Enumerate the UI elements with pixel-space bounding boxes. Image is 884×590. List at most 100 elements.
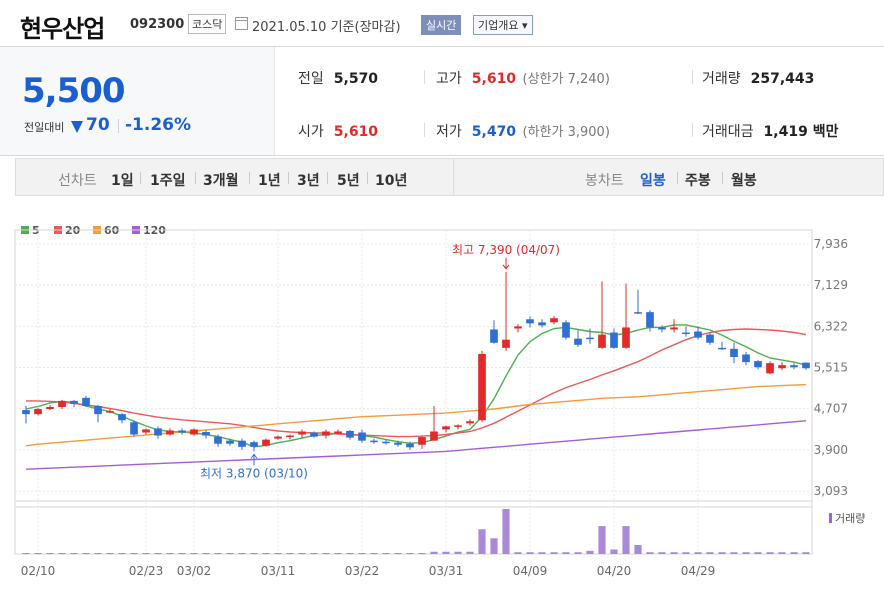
price-chart: 5 20 60 120 7,9367,1296,3225,5154,7073,9… bbox=[14, 224, 865, 578]
ma120-line bbox=[25, 420, 807, 470]
candle-body bbox=[22, 410, 30, 415]
candle-body bbox=[34, 409, 42, 415]
high-annotation: 최고 7,390 (04/07) bbox=[452, 243, 560, 270]
candle-body bbox=[790, 365, 798, 368]
realtime-button[interactable]: 실시간 bbox=[421, 15, 462, 35]
candle-body bbox=[322, 431, 330, 436]
y-tick-label: 5,515 bbox=[814, 360, 848, 374]
candle-body bbox=[718, 347, 726, 350]
volume-bar bbox=[538, 552, 546, 554]
volume-bar bbox=[358, 553, 366, 554]
volume-bar bbox=[670, 552, 678, 554]
volume-bar bbox=[262, 553, 270, 554]
y-tick-label: 3,093 bbox=[814, 484, 848, 498]
period-weekly[interactable]: 주봉 bbox=[685, 173, 711, 189]
candle-body bbox=[382, 441, 390, 444]
candle-body bbox=[502, 339, 510, 348]
candle-body bbox=[778, 365, 786, 369]
period-daily[interactable]: 일봉 bbox=[640, 173, 666, 189]
volume-bar bbox=[550, 552, 558, 554]
volume-bar bbox=[634, 545, 642, 554]
candle-body bbox=[82, 397, 90, 406]
volume-grid bbox=[14, 500, 813, 555]
y-tick-label: 7,936 bbox=[814, 237, 848, 251]
high-price: 고가 5,610 (상한가 7,240) bbox=[436, 71, 610, 87]
volume-bar bbox=[502, 509, 510, 554]
volume-bar bbox=[334, 553, 342, 554]
change-label: 전일대비 bbox=[24, 121, 65, 134]
volume-bar bbox=[454, 551, 462, 554]
volume-bar bbox=[46, 553, 54, 554]
period-1y[interactable]: 1년 bbox=[258, 173, 281, 189]
candle-body bbox=[130, 422, 138, 435]
period-monthly[interactable]: 월봉 bbox=[731, 173, 757, 189]
volume-bar bbox=[154, 553, 162, 554]
volume-bar bbox=[514, 552, 522, 554]
volume-bar bbox=[34, 553, 42, 554]
volume-bar bbox=[346, 553, 354, 554]
candle-body bbox=[514, 326, 522, 329]
divider bbox=[692, 70, 693, 84]
volume-bar bbox=[142, 553, 150, 554]
divider bbox=[424, 123, 425, 137]
quote-date: 2021.05.10 기준(장마감) bbox=[252, 20, 401, 35]
company-overview-button[interactable]: 기업개요 ▾ bbox=[473, 15, 533, 35]
candle-body bbox=[586, 337, 594, 340]
period-selector: 선차트 1일 1주일 3개월 1년 3년 5년 10년 봉차트 일봉 주봉 월봉 bbox=[15, 158, 884, 196]
candle-body bbox=[274, 436, 282, 439]
volume-bar bbox=[370, 553, 378, 554]
candle-body bbox=[190, 429, 198, 435]
period-10y[interactable]: 10년 bbox=[375, 173, 408, 189]
candle-body bbox=[430, 431, 438, 441]
candle-body bbox=[58, 400, 66, 408]
volume-legend: 거래량 bbox=[829, 512, 865, 525]
chevron-down-icon: ▾ bbox=[521, 19, 528, 32]
divider bbox=[249, 172, 250, 184]
volume-bar bbox=[94, 553, 102, 554]
period-1w[interactable]: 1주일 bbox=[150, 173, 186, 189]
period-3y[interactable]: 3년 bbox=[297, 173, 320, 189]
plot-frame bbox=[14, 229, 813, 508]
stock-code: 092300 bbox=[130, 17, 185, 32]
candle-body bbox=[754, 361, 762, 368]
volume-bar bbox=[790, 552, 798, 554]
open-price: 시가 5,610 bbox=[298, 124, 379, 140]
x-tick-label: 03/11 bbox=[261, 564, 296, 578]
candle-body bbox=[406, 443, 414, 448]
candle-body bbox=[466, 421, 474, 424]
volume-bar bbox=[58, 553, 66, 554]
divider bbox=[677, 172, 678, 184]
high-arrowhead-icon bbox=[502, 264, 510, 270]
ma5-line bbox=[25, 324, 807, 448]
candle-body bbox=[202, 431, 210, 436]
volume-bar bbox=[286, 553, 294, 554]
volume-bar bbox=[598, 526, 606, 554]
period-1d[interactable]: 1일 bbox=[111, 173, 134, 189]
x-tick-label: 04/29 bbox=[681, 564, 716, 578]
volume-bar bbox=[658, 552, 666, 554]
period-3m[interactable]: 3개월 bbox=[203, 173, 239, 189]
candle-body bbox=[178, 430, 186, 433]
candle-body bbox=[766, 363, 774, 374]
current-price: 5,500 bbox=[22, 71, 126, 111]
volume-bar bbox=[766, 552, 774, 554]
stock-header: 현우산업 092300 코스닥 2021.05.10 기준(장마감) 실시간 기… bbox=[0, 0, 884, 47]
candle-body bbox=[598, 334, 606, 348]
period-5y[interactable]: 5년 bbox=[337, 173, 360, 189]
volume-bar bbox=[682, 552, 690, 554]
volume-bar bbox=[82, 553, 90, 554]
volume-bar bbox=[166, 553, 174, 554]
x-tick-label: 04/20 bbox=[597, 564, 632, 578]
volume-bar bbox=[22, 553, 30, 554]
divider bbox=[327, 172, 328, 184]
candle-body bbox=[706, 334, 714, 343]
candle-body bbox=[166, 430, 174, 435]
candle-body bbox=[526, 319, 534, 324]
divider bbox=[424, 70, 425, 84]
volume-bar bbox=[190, 553, 198, 554]
candle-body bbox=[106, 411, 114, 413]
stock-name: 현우산업 bbox=[20, 15, 105, 43]
x-tick-label: 02/10 bbox=[21, 564, 56, 578]
divider bbox=[288, 172, 289, 184]
candle-body bbox=[70, 400, 78, 404]
